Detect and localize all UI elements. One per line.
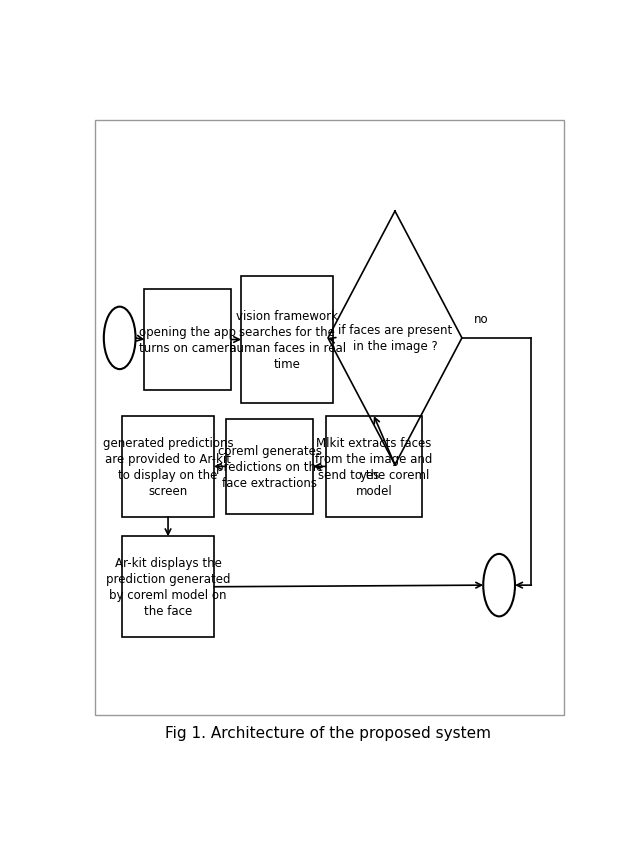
Text: if faces are present
in the image ?: if faces are present in the image ? [338, 324, 452, 353]
Text: opening the app
turns on camera: opening the app turns on camera [139, 326, 237, 354]
Bar [326, 416, 422, 517]
Ellipse shape [104, 307, 136, 370]
Ellipse shape [483, 555, 515, 617]
Text: vision framework
searches for the
human faces in real
time: vision framework searches for the human … [228, 310, 346, 371]
Text: no: no [474, 312, 489, 326]
Bar [122, 416, 214, 517]
Bar [227, 419, 313, 514]
Text: coreml generates
predictions on the
face extractions: coreml generates predictions on the face… [216, 444, 323, 490]
Text: Mlkit extracts faces
from the image and
send to the coreml
model: Mlkit extracts faces from the image and … [315, 436, 433, 497]
Bar [122, 537, 214, 637]
Bar [241, 277, 333, 403]
Bar [145, 289, 231, 391]
Text: yes: yes [360, 468, 380, 481]
Text: Ar-kit displays the
prediction generated
by coreml model on
the face: Ar-kit displays the prediction generated… [106, 556, 230, 618]
Text: generated predictions
are provided to Ar-kit
to display on the
screen: generated predictions are provided to Ar… [103, 436, 234, 497]
Text: Fig 1. Architecture of the proposed system: Fig 1. Architecture of the proposed syst… [165, 726, 491, 740]
